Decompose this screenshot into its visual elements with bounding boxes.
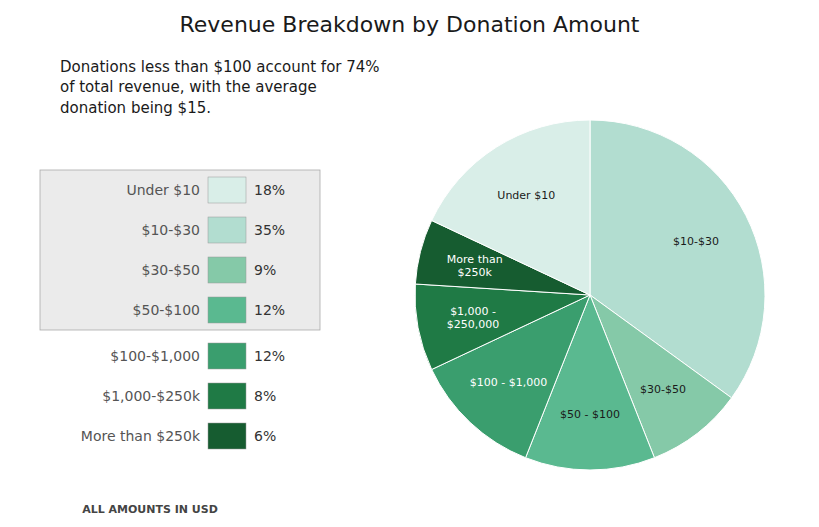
slice-label: $1,000 -$250,000 [447, 304, 500, 330]
text-line: More than [447, 252, 503, 265]
text-line: $50 - $100 [560, 408, 620, 421]
text-line: Donations less than $100 account for 74% [60, 58, 380, 76]
slice-label: $10-$30 [673, 234, 719, 247]
legend-box [40, 170, 320, 330]
slice-labels: $10-$30 $30-$50 $50 - $100 $100 - $1,000 $1,… [447, 188, 719, 420]
legend-swatch [208, 423, 246, 449]
slice-label: Under $10 [497, 188, 555, 201]
legend-value: 8% [254, 388, 276, 404]
legend-value: 12% [254, 302, 285, 318]
text-line: donation being $15. [60, 99, 211, 117]
legend: Under $10 18% $10-$30 35% $30-$50 9% $50-$100 1… [81, 177, 285, 449]
footer: ALL AMOUNTS IN USD [82, 503, 218, 516]
legend-swatch [208, 217, 246, 243]
legend-label: $100-$1,000 [110, 348, 200, 364]
legend-label: $30-$50 [142, 262, 201, 278]
slice-label: $30-$50 [640, 383, 686, 396]
legend-value: 6% [254, 428, 276, 444]
subtitle: Donations less than $100 account for 74%… [60, 58, 380, 117]
text-line: Under $10 [497, 188, 555, 201]
legend-item: $30-$50 9% [142, 257, 277, 283]
legend-label: $50-$100 [133, 302, 200, 318]
legend-item: $10-$30 35% [142, 217, 286, 243]
legend-swatch [208, 297, 246, 323]
legend-item: Under $10 18% [126, 177, 285, 203]
title: Revenue Breakdown by Donation Amount [180, 12, 640, 37]
legend-swatch [208, 177, 246, 203]
text-line: $10-$30 [673, 234, 719, 247]
legend-value: 35% [254, 222, 285, 238]
slice-label: More than$250k [447, 252, 503, 278]
pie [415, 120, 765, 470]
text-line: $250k [458, 266, 493, 279]
legend-label: $10-$30 [142, 222, 201, 238]
text-line: $1,000 - [450, 304, 496, 317]
slice-label: $50 - $100 [560, 408, 620, 421]
legend-item: More than $250k 6% [81, 423, 276, 449]
text-line: $250,000 [447, 317, 500, 330]
legend-value: 9% [254, 262, 276, 278]
legend-value: 18% [254, 182, 285, 198]
legend-item: $50-$100 12% [133, 297, 286, 323]
legend-item: $100-$1,000 12% [110, 343, 285, 369]
chart: Revenue Breakdown by Donation Amount Dona… [0, 0, 819, 527]
slice-label: $100 - $1,000 [470, 375, 547, 388]
legend-value: 12% [254, 348, 285, 364]
pie-slice [415, 284, 590, 369]
pie-slice [432, 120, 590, 295]
legend-label: More than $250k [81, 428, 201, 444]
legend-item: $1,000-$250k 8% [102, 383, 276, 409]
legend-swatch [208, 383, 246, 409]
legend-label: Under $10 [126, 182, 200, 198]
legend-swatch [208, 257, 246, 283]
text-line: $100 - $1,000 [470, 375, 547, 388]
legend-swatch [208, 343, 246, 369]
legend-label: $1,000-$250k [102, 388, 201, 404]
text-line: of total revenue, with the average [60, 78, 317, 96]
text-line: $30-$50 [640, 383, 686, 396]
